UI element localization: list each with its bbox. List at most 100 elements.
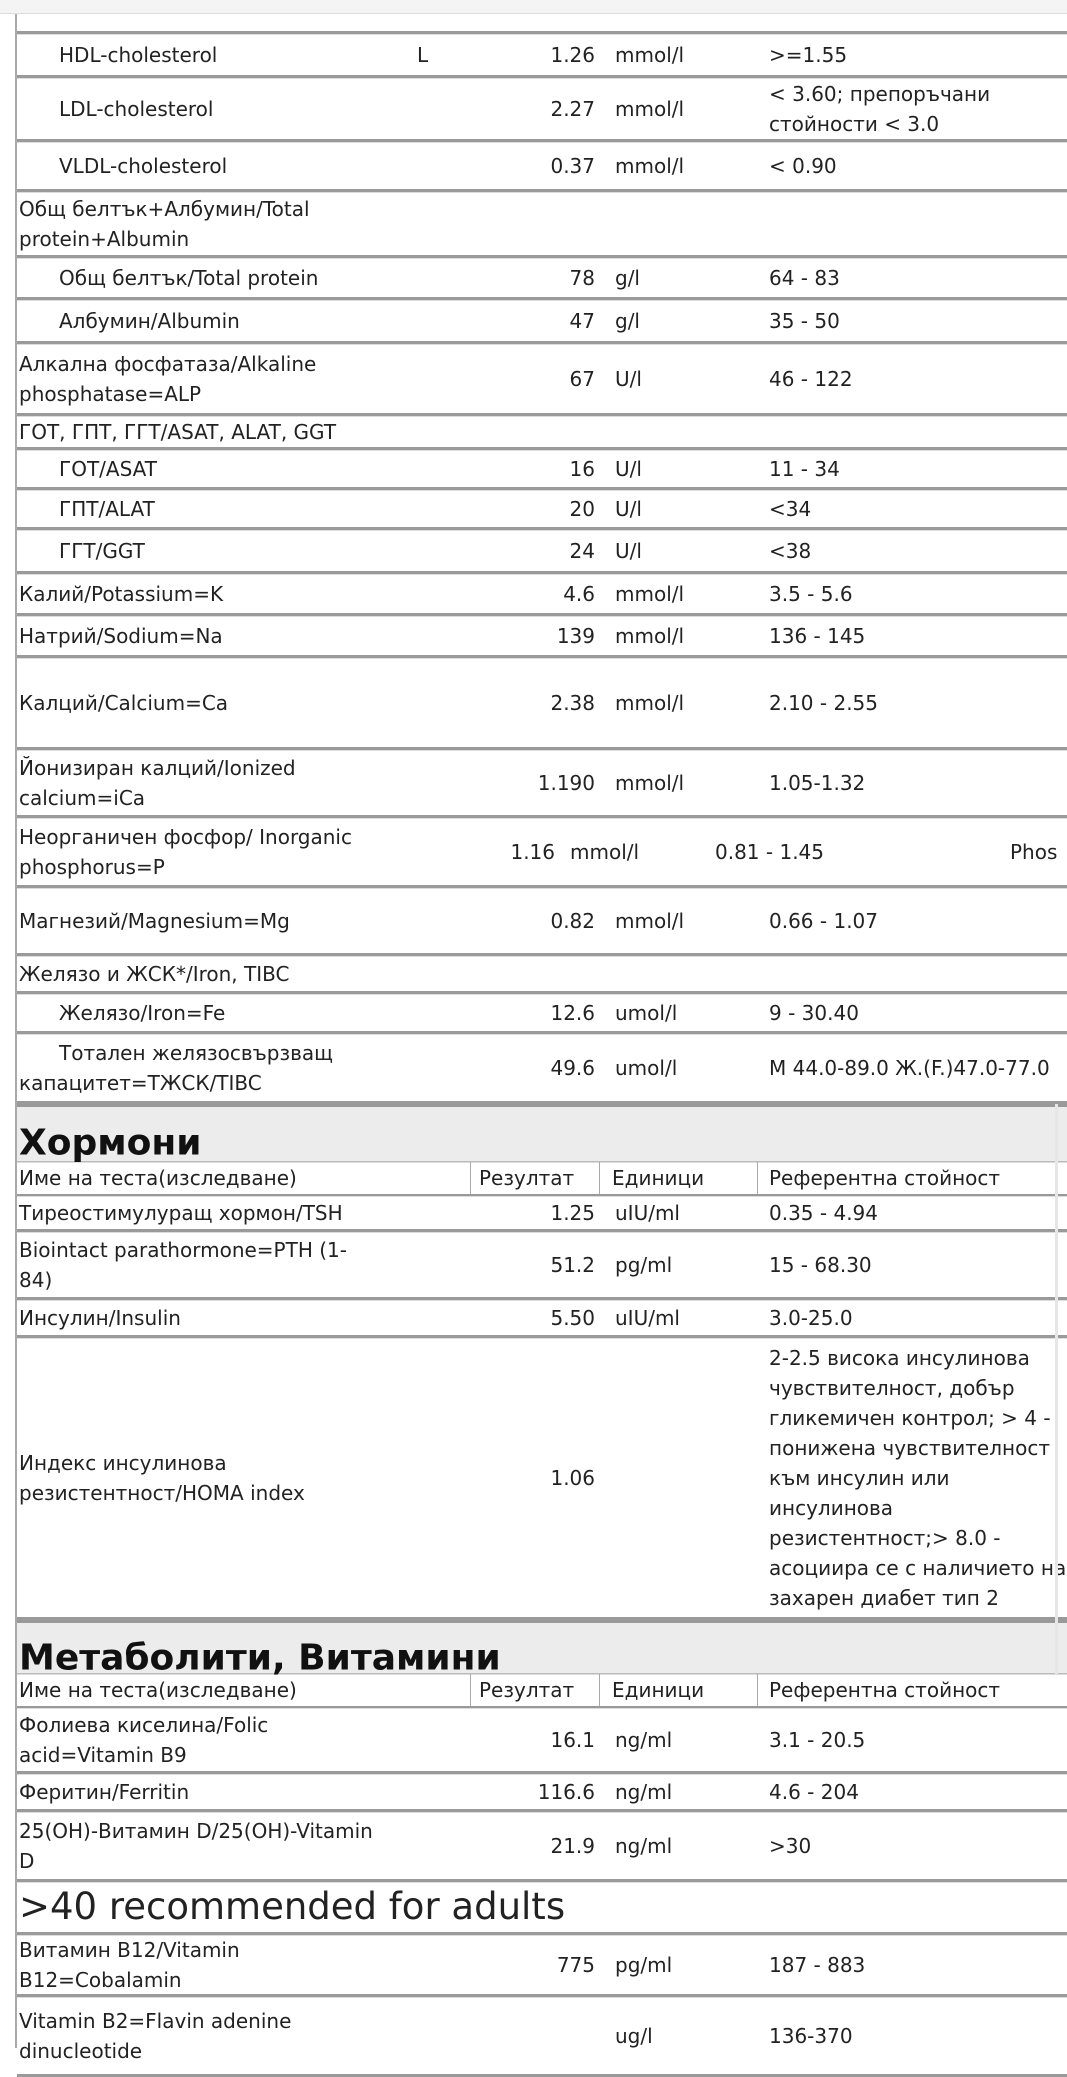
result-value: 49.6 bbox=[550, 1055, 595, 1080]
test-name: ГПТ/ALAT bbox=[59, 496, 155, 521]
column-header-ref: Референтна стойност bbox=[769, 1166, 1001, 1190]
test-name: Магнезий/Magnesium=Mg bbox=[19, 908, 290, 933]
column-header-result: Резултат bbox=[479, 1166, 575, 1190]
test-name: Калций/Calcium=Ca bbox=[19, 690, 229, 715]
unit: g/l bbox=[615, 308, 640, 333]
unit: umol/l bbox=[615, 1055, 678, 1080]
table-row: Желязо/Iron=Fe 12.6 umol/l 9 - 30.40 bbox=[17, 994, 1067, 1034]
unit: ug/l bbox=[615, 2023, 653, 2048]
reference-range: M 44.0-89.0 Ж.(F.)47.0-77.0 bbox=[769, 1055, 1050, 1080]
table-row: Феритин/Ferritin 116.6 ng/ml 4.6 - 204 bbox=[17, 1774, 1067, 1812]
test-name: Общ белтък/Total protein bbox=[59, 265, 319, 290]
reference-range: 4.6 - 204 bbox=[769, 1779, 859, 1804]
table-row: Витамин B12/Vitamin B12=Cobalamin 775 pg/m… bbox=[17, 1935, 1067, 1997]
reference-range: 0.35 - 4.94 bbox=[769, 1200, 878, 1225]
section-title-metabolites: Метаболити, Витамини bbox=[17, 1620, 1067, 1679]
result-value: 51.2 bbox=[550, 1252, 595, 1277]
reference-range: 136-370 bbox=[769, 2023, 853, 2048]
result-value: 78 bbox=[569, 265, 595, 290]
unit: ng/ml bbox=[615, 1833, 673, 1858]
table-left-border bbox=[15, 14, 17, 2048]
test-name: ГОТ/ASAT bbox=[59, 456, 157, 481]
reference-range: < 3.60; препоръчани стойности < 3.0 bbox=[769, 81, 991, 136]
column-header-ref: Референтна стойност bbox=[769, 1678, 1001, 1702]
section-title-hormones: Хормони bbox=[17, 1104, 1067, 1164]
reference-range: <34 bbox=[769, 496, 812, 521]
result-value: 5.50 bbox=[550, 1305, 595, 1330]
result-value: 24 bbox=[569, 538, 595, 563]
test-name: ГГТ/GGT bbox=[59, 538, 145, 563]
column-header-result: Резултат bbox=[479, 1678, 575, 1702]
recommendation-note: >40 recommended for adults bbox=[17, 1882, 1067, 1935]
table-row: Йонизиран калций/Ionized calcium=iCa 1.19… bbox=[17, 750, 1067, 818]
reference-range: 3.0-25.0 bbox=[769, 1305, 853, 1330]
reference-range: 9 - 30.40 bbox=[769, 1000, 859, 1025]
section-title-metabolites-text: Метаболити, Витамини bbox=[19, 1637, 501, 1679]
result-value: 1.06 bbox=[550, 1465, 595, 1490]
table-row: Инсулин/Insulin 5.50 uIU/ml 3.0-25.0 bbox=[17, 1300, 1067, 1338]
table-row: Магнезий/Magnesium=Mg 0.82 mmol/l 0.66 - 1.… bbox=[17, 888, 1067, 956]
test-name: Фолиева киселина/Folic acid=Vitamin B9 bbox=[19, 1712, 269, 1767]
table-row: Алкална фосфатаза/Alkaline phosphatase=A… bbox=[17, 344, 1067, 416]
table-row: Фолиева киселина/Folic acid=Vitamin B9 16… bbox=[17, 1708, 1067, 1774]
table-row: Biointact parathormone=PTH (1-84) 51.2 pg/… bbox=[17, 1232, 1067, 1300]
unit: pg/ml bbox=[615, 1952, 673, 1977]
result-value: 1.26 bbox=[550, 42, 595, 67]
reference-range: 0.81 - 1.45 bbox=[715, 839, 824, 864]
table-row: Тотален желязосвързващ капацитет=ТЖСК/TI… bbox=[17, 1034, 1067, 1104]
result-value: 67 bbox=[569, 366, 595, 391]
table-row: Vitamin B2=Flavin adenine dinucleotide ug… bbox=[17, 1997, 1067, 2077]
unit: mmol/l bbox=[615, 770, 685, 795]
table-row: Желязо и ЖСК*/Iron, TIBC bbox=[17, 956, 1067, 994]
reference-range: 187 - 883 bbox=[769, 1952, 866, 1977]
section-heading-fragment: >=5.65 very high bbox=[17, 0, 1067, 34]
column-header-name: Име на теста(изследване) bbox=[19, 1166, 297, 1190]
column-header-row: Име на теста(изследване) Резултат Единици Р… bbox=[17, 1162, 1067, 1196]
test-name: 25(OH)-Витамин D/25(OH)-Vitamin D bbox=[19, 1818, 373, 1873]
table-row: Натрий/Sodium=Na 139 mmol/l 136 - 145 bbox=[17, 616, 1067, 658]
unit: pg/ml bbox=[615, 1252, 673, 1277]
unit: mmol/l bbox=[615, 581, 685, 606]
test-name: Инсулин/Insulin bbox=[19, 1305, 181, 1330]
column-header-unit: Единици bbox=[612, 1166, 705, 1190]
table-row: VLDL-cholesterol 0.37 mmol/l < 0.90 bbox=[17, 142, 1067, 192]
column-separator bbox=[757, 1674, 758, 1706]
table-row: Общ белтък+Албумин/Total protein+Albumin bbox=[17, 192, 1067, 258]
result-value: 139 bbox=[556, 623, 595, 648]
lab-results-document: >=5.65 very high HDL-cholesterol L 1.26 mmol… bbox=[17, 0, 1067, 2077]
result-value: 775 bbox=[556, 1952, 595, 1977]
table-row: Калций/Calcium=Ca 2.38 mmol/l 2.10 - 2.55 bbox=[17, 658, 1067, 750]
column-separator bbox=[599, 1162, 600, 1194]
unit: U/l bbox=[615, 456, 642, 481]
result-value: 1.190 bbox=[537, 770, 595, 795]
reference-range: 64 - 83 bbox=[769, 265, 840, 290]
result-value: 2.27 bbox=[550, 96, 595, 121]
unit: U/l bbox=[615, 538, 642, 563]
unit: uIU/ml bbox=[615, 1305, 680, 1330]
browser-top-bar bbox=[0, 0, 1067, 14]
unit: U/l bbox=[615, 366, 642, 391]
table-row: LDL-cholesterol 2.27 mmol/l < 3.60; препоръ… bbox=[17, 78, 1067, 142]
reference-range: 35 - 50 bbox=[769, 308, 840, 333]
scrollbar-track[interactable] bbox=[1055, 1104, 1058, 1674]
column-separator bbox=[599, 1674, 600, 1706]
reference-range: 3.5 - 5.6 bbox=[769, 581, 853, 606]
column-separator bbox=[470, 1162, 471, 1194]
unit: uIU/ml bbox=[615, 1200, 680, 1225]
result-value: 21.9 bbox=[550, 1833, 595, 1858]
test-name: Йонизиран калций/Ionized calcium=iCa bbox=[19, 755, 296, 810]
unit: mmol/l bbox=[615, 96, 685, 121]
unit: mmol/l bbox=[615, 42, 685, 67]
test-name: ГОТ, ГПТ, ГГТ/ASAT, ALAT, GGT bbox=[19, 419, 337, 444]
result-value: 0.37 bbox=[550, 153, 595, 178]
reference-range: 2.10 - 2.55 bbox=[769, 690, 878, 715]
table-row: ГПТ/ALAT 20 U/l <34 bbox=[17, 490, 1067, 530]
recommendation-note-text: >40 recommended for adults bbox=[19, 1885, 566, 1928]
unit: umol/l bbox=[615, 1000, 678, 1025]
reference-range: <38 bbox=[769, 538, 812, 563]
reference-range: 11 - 34 bbox=[769, 456, 840, 481]
abnormal-flag: L bbox=[417, 42, 429, 67]
unit: mmol/l bbox=[570, 839, 640, 864]
reference-range: < 0.90 bbox=[769, 153, 837, 178]
section-title-hormones-text: Хормони bbox=[19, 1122, 202, 1164]
